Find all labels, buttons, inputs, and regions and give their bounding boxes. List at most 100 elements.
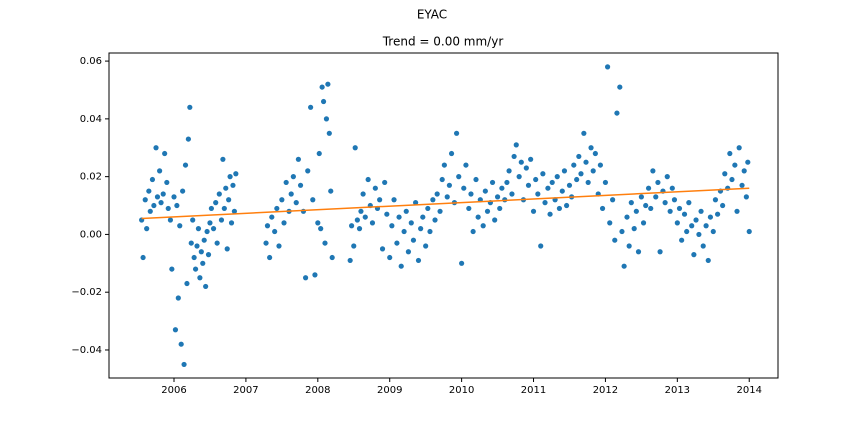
data-point [745,159,751,165]
data-point [626,243,632,249]
y-tick-label: −0.02 [71,287,102,298]
data-point [151,202,157,209]
data-point [174,202,180,209]
data-point [466,205,472,212]
data-point [604,64,611,70]
data-point [691,252,697,258]
data-point [640,220,647,226]
data-point [165,205,171,212]
data-point [489,179,496,186]
data-point [729,176,735,183]
data-point [213,200,219,206]
data-point [158,200,164,206]
data-point [210,226,217,232]
x-tick-label: 2010 [449,385,474,396]
x-tick-label: 2012 [593,385,618,396]
data-point [525,182,532,188]
data-point [559,188,565,194]
y-tick-label: 0.00 [80,229,102,240]
data-point [157,168,163,174]
data-point [535,191,541,197]
x-tick-label: 2014 [737,385,762,396]
data-point [403,208,409,214]
data-point [216,191,222,197]
data-point [470,228,476,235]
data-point [459,260,465,266]
data-point [430,197,436,203]
data-point [712,197,719,203]
data-point [736,145,742,151]
data-point [667,208,673,214]
data-point [518,159,524,165]
data-point [653,194,659,200]
data-point [362,214,368,220]
data-point [566,182,573,188]
data-point [739,182,745,188]
data-point [224,246,230,252]
data-point [722,171,728,177]
data-point [153,145,159,151]
suptitle: EYAC [417,8,447,22]
x-tick-label: 2007 [233,385,258,396]
data-point [631,226,637,232]
data-point [473,176,479,183]
data-point [686,200,692,206]
data-point [281,220,287,226]
data-point [201,237,207,243]
data-point [300,208,307,214]
data-point [657,249,663,255]
data-point [171,194,177,200]
data-point [269,214,275,220]
data-point [710,228,716,235]
data-point [200,260,206,266]
data-point [226,197,232,203]
data-point [492,217,498,223]
data-point [351,243,357,249]
data-point [533,176,539,183]
data-point [319,84,325,90]
data-point [619,228,625,235]
data-point [583,159,589,165]
data-point [328,188,334,194]
x-tick-label: 2009 [377,385,402,396]
data-point [703,223,709,229]
data-point [574,176,580,183]
data-point [272,228,278,235]
data-point [396,214,402,220]
x-tick-label: 2008 [305,385,330,396]
data-point [329,254,335,261]
data-point [205,252,212,258]
data-point [233,171,239,177]
data-point [662,200,668,206]
data-point [669,185,675,191]
data-point [715,211,721,217]
data-point [401,228,407,235]
data-point [144,226,150,232]
data-point [564,202,570,209]
y-tick-label: 0.06 [80,56,102,67]
data-point [530,208,537,214]
data-point [633,208,639,214]
data-point [734,208,740,214]
data-point [187,104,193,110]
data-point [612,237,618,243]
data-point [181,361,187,368]
data-point [198,249,204,255]
data-point [545,185,551,191]
data-point [175,295,181,301]
data-point [318,226,324,232]
data-point [221,205,227,212]
data-point [425,205,431,212]
data-point [597,162,603,168]
data-point [162,150,168,157]
data-point [727,150,733,157]
data-point [358,208,364,214]
data-point [320,98,327,105]
data-point [475,214,481,220]
data-point [142,197,148,203]
data-point [391,197,397,203]
x-tick-label: 2011 [521,385,546,396]
data-point [220,156,226,162]
data-point [444,194,450,200]
data-point [167,217,174,223]
